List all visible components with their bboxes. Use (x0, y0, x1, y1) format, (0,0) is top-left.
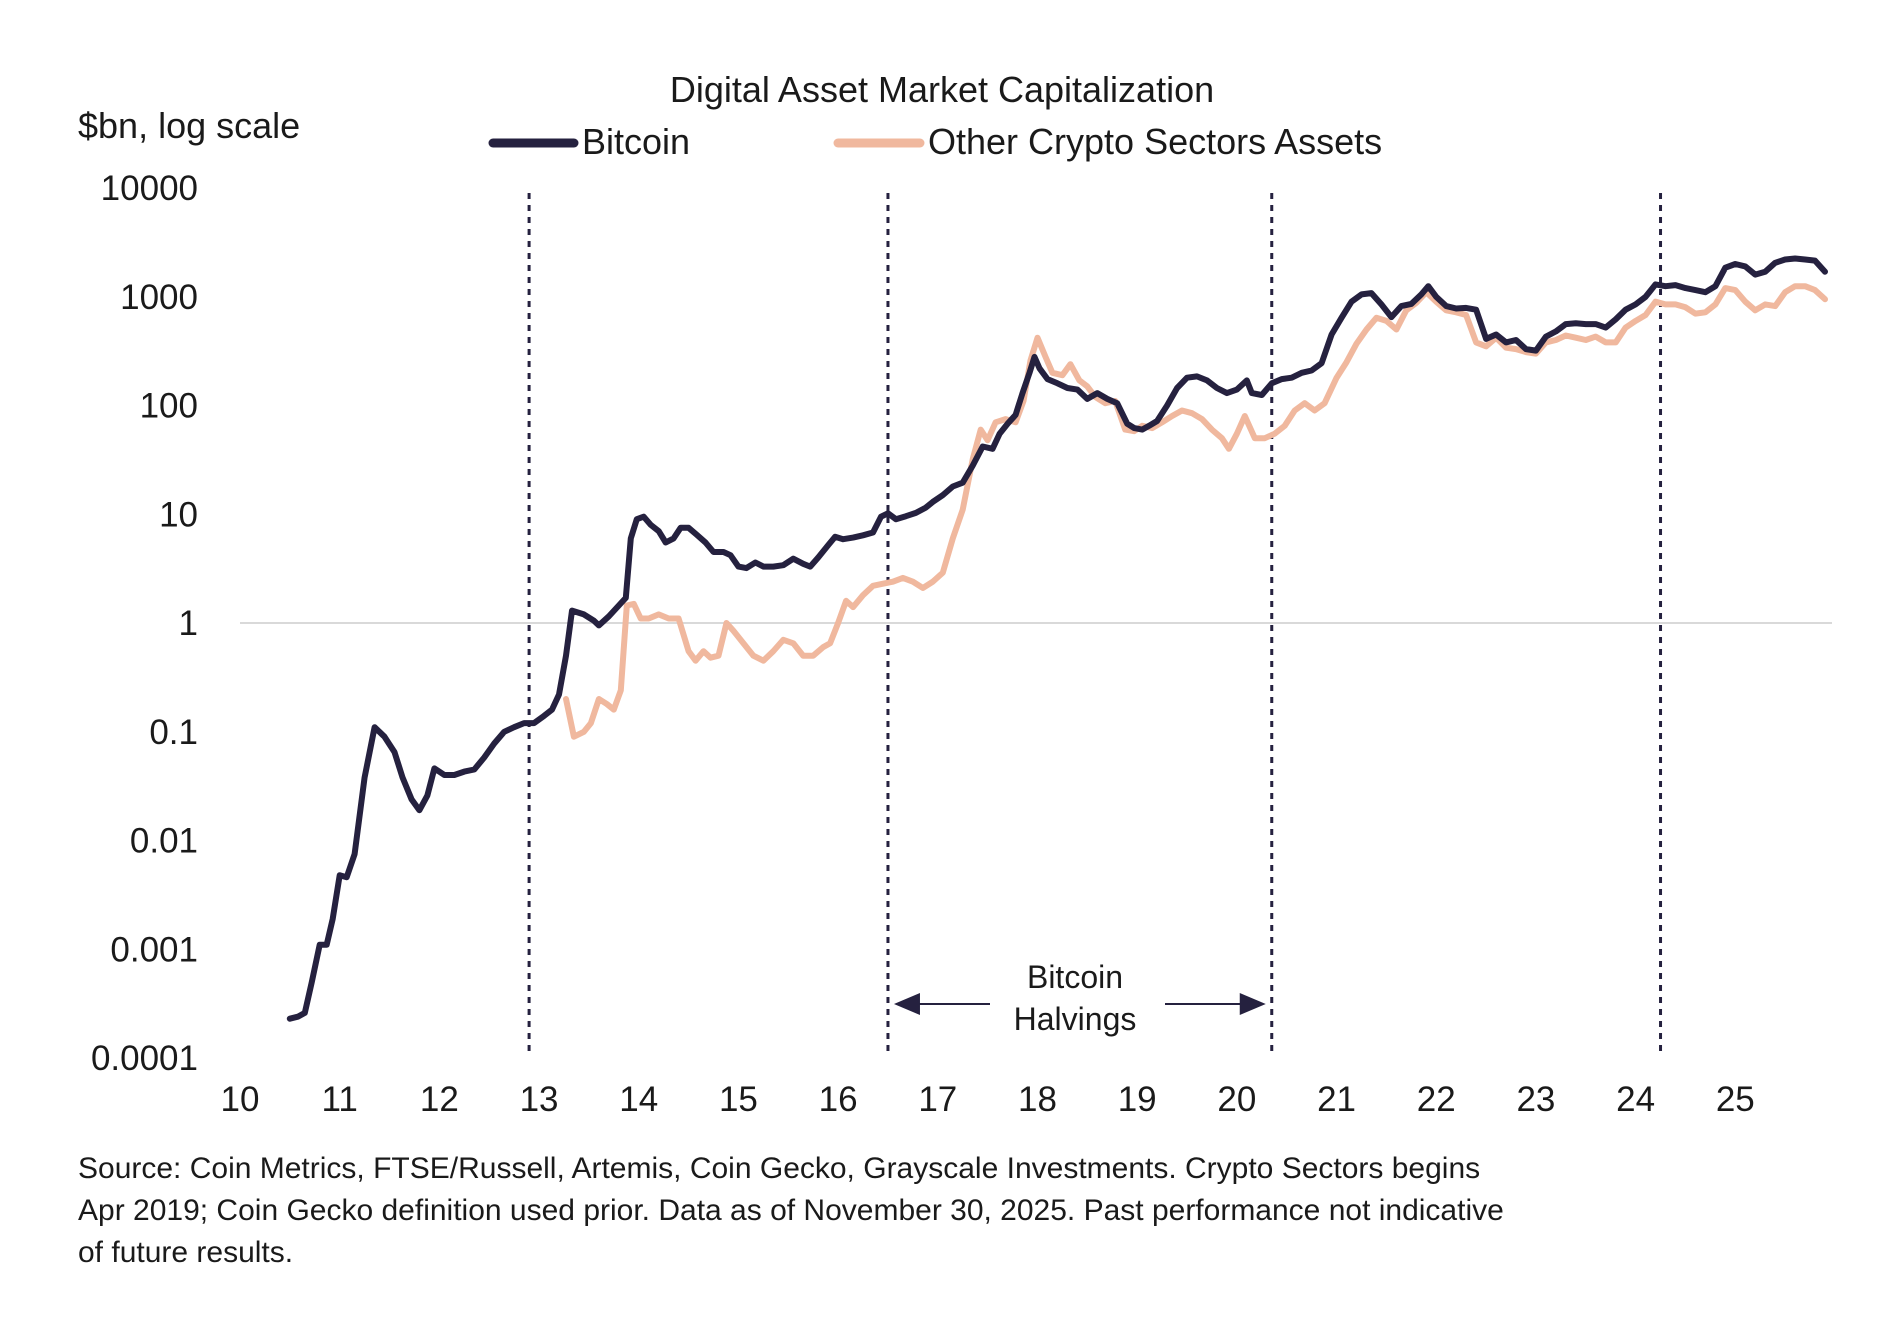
halvings-annotation: Bitcoin Halvings (893, 959, 1266, 1037)
annotation-line2: Halvings (1014, 1001, 1137, 1037)
x-tick-label: 12 (420, 1080, 459, 1119)
legend-label-other-crypto: Other Crypto Sectors Assets (928, 121, 1382, 162)
y-tick-label: 10000 (101, 169, 198, 208)
footnote-line1: Source: Coin Metrics, FTSE/Russell, Arte… (78, 1152, 1481, 1185)
y-tick-label: 0.001 (110, 930, 198, 969)
x-tick-label: 13 (520, 1080, 559, 1119)
x-tick-label: 23 (1516, 1080, 1555, 1119)
x-tick-label: 18 (1018, 1080, 1057, 1119)
y-tick-label: 1000 (120, 278, 198, 317)
x-tick-label: 21 (1317, 1080, 1356, 1119)
y-tick-label: 0.1 (149, 713, 198, 752)
annotation-line1: Bitcoin (1027, 959, 1123, 995)
legend-label-bitcoin: Bitcoin (582, 121, 690, 162)
arrow-left-head (893, 993, 920, 1015)
x-tick-label: 19 (1118, 1080, 1157, 1119)
x-tick-label: 16 (819, 1080, 858, 1119)
x-tick-label: 10 (221, 1080, 260, 1119)
series-line-other-crypto (563, 283, 1828, 740)
footnote-line3: of future results. (78, 1236, 294, 1269)
x-tick-label: 20 (1217, 1080, 1256, 1119)
y-axis-label: $bn, log scale (78, 105, 300, 146)
x-tick-label: 15 (719, 1080, 758, 1119)
y-tick-label: 10 (159, 495, 198, 534)
footnote-line2: Apr 2019; Coin Gecko definition used pri… (78, 1194, 1504, 1227)
source-footnote: Source: Coin Metrics, FTSE/Russell, Arte… (78, 1148, 1818, 1274)
y-tick-label: 1 (179, 604, 198, 643)
series-line-bitcoin (286, 255, 1828, 1022)
x-tick-label: 14 (619, 1080, 658, 1119)
y-tick-label: 0.0001 (91, 1039, 198, 1078)
x-tick-label: 17 (918, 1080, 957, 1119)
x-tick-label: 25 (1716, 1080, 1755, 1119)
x-tick-label: 24 (1616, 1080, 1655, 1119)
chart-title: Digital Asset Market Capitalization (670, 69, 1214, 110)
y-tick-label: 0.01 (130, 822, 198, 861)
x-tick-label: 11 (322, 1080, 358, 1119)
x-tick-label: 22 (1417, 1080, 1456, 1119)
legend: Bitcoin Other Crypto Sectors Assets (488, 121, 1382, 162)
arrow-right-head (1239, 993, 1266, 1015)
y-tick-label: 100 (140, 387, 198, 426)
